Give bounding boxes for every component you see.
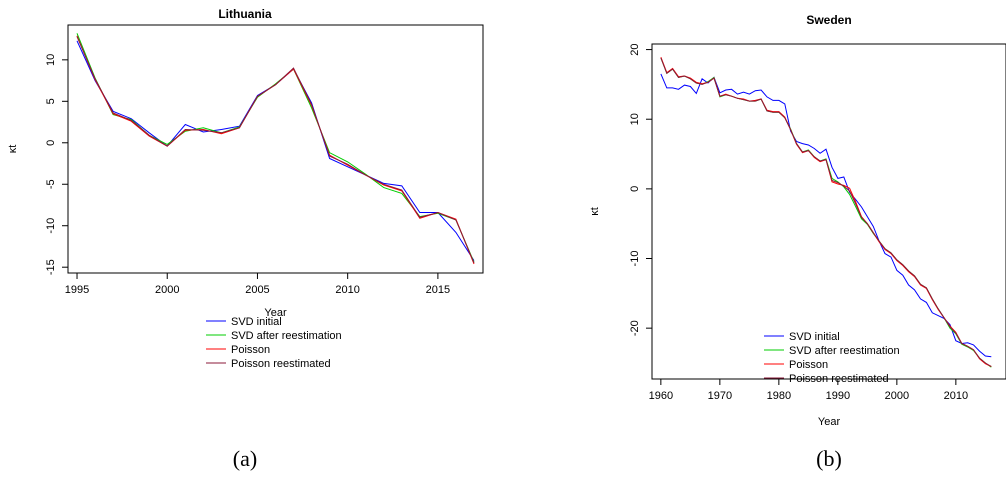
- legend-label: Poisson: [231, 344, 270, 356]
- series-line-poisson: [661, 57, 991, 366]
- x-tick-label: 1995: [65, 284, 89, 296]
- x-tick-label: 2015: [426, 284, 450, 296]
- x-tick-label: 1990: [826, 390, 850, 402]
- y-tick-label: 10: [629, 113, 641, 125]
- y-tick-label: 5: [45, 98, 57, 104]
- x-tick-label: 1960: [649, 390, 673, 402]
- legend-label: SVD initial: [789, 331, 840, 343]
- x-tick-label: 2005: [245, 284, 269, 296]
- legend: SVD initial SVD after reestimation Poisson…: [206, 316, 342, 370]
- series-line-svd-after-reestimation: [661, 58, 991, 367]
- series-line-poisson-reestimated: [77, 37, 474, 263]
- x-tick-label: 1980: [767, 390, 791, 402]
- x-tick-label: 2010: [944, 390, 968, 402]
- series-line-svd-initial: [77, 41, 474, 261]
- chart-lithuania: Lithuania 1995 2000 2005 2010 2015 -15 -10 -5 0 5 1…: [7, 7, 483, 471]
- y-tick-label: 0: [45, 140, 57, 146]
- y-axis-label: κt: [589, 207, 601, 216]
- y-tick-label: 0: [629, 186, 641, 192]
- series-line-svd-after-reestimation: [77, 33, 474, 262]
- legend-label: Poisson reestimated: [231, 358, 331, 370]
- legend-label: SVD after reestimation: [231, 330, 342, 342]
- chart-title: Sweden: [806, 13, 851, 27]
- y-tick-label: -10: [45, 218, 57, 234]
- y-tick-label: -5: [45, 179, 57, 189]
- y-tick-label: 10: [45, 54, 57, 66]
- y-axis-label: κt: [7, 145, 19, 154]
- series-line-poisson-reestimated: [661, 58, 991, 367]
- x-axis-label: Year: [818, 416, 841, 428]
- legend-label: Poisson: [789, 359, 828, 371]
- legend: SVD initial SVD after reestimation Poisson…: [764, 331, 900, 385]
- panel-label: (b): [816, 446, 842, 471]
- chart-title: Lithuania: [218, 7, 272, 21]
- x-tick-label: 2000: [885, 390, 909, 402]
- legend-label: SVD initial: [231, 316, 282, 328]
- y-tick-label: -20: [629, 320, 641, 336]
- x-tick-label: 2000: [155, 284, 179, 296]
- y-tick-label: -10: [629, 251, 641, 267]
- plot-frame: [68, 25, 483, 273]
- legend-label: Poisson reestimated: [789, 373, 889, 385]
- chart-sweden: Sweden 1960 1970 1980 1990 2000 2010 -20 -10 0 10 2…: [589, 13, 1006, 471]
- y-tick-label: -15: [45, 259, 57, 275]
- legend-label: SVD after reestimation: [789, 345, 900, 357]
- y-tick-label: 20: [629, 43, 641, 55]
- panel-label: (a): [233, 446, 257, 471]
- x-tick-label: 2010: [335, 284, 359, 296]
- x-tick-label: 1970: [708, 390, 732, 402]
- series-line-poisson: [77, 36, 474, 264]
